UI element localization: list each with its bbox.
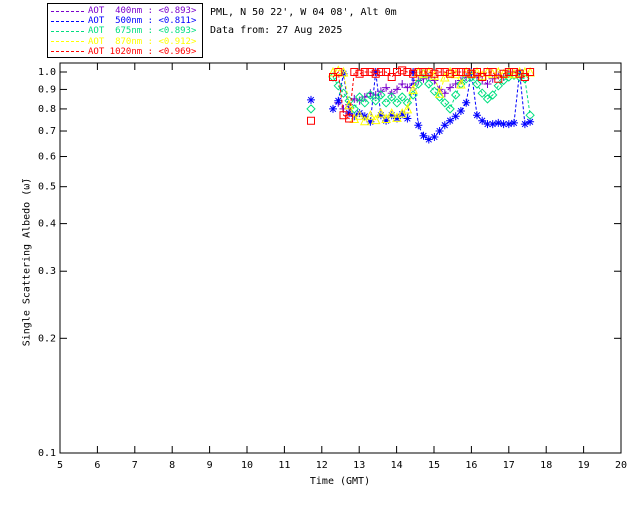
svg-text:0.5: 0.5: [38, 182, 56, 193]
svg-text:18: 18: [540, 460, 552, 471]
y-axis-label: Single Scattering Albedo (ω̃): [21, 177, 33, 347]
legend-item-400nm: AOT 400nm : <0.893>: [51, 6, 202, 16]
svg-text:8: 8: [169, 460, 175, 471]
legend-line-swatch: [51, 20, 84, 22]
legend-line-swatch: [51, 41, 84, 43]
legend-item-675nm: AOT 675nm : <0.893>: [51, 26, 202, 36]
series-aot-1020nm: [307, 66, 535, 125]
svg-text:9: 9: [207, 460, 213, 471]
svg-text:17: 17: [503, 460, 515, 471]
legend-item-label: AOT 400nm : <0.893>: [88, 6, 197, 17]
legend-item-label: AOT 500nm : <0.811>: [88, 16, 197, 27]
svg-text:7: 7: [132, 460, 138, 471]
svg-text:13: 13: [353, 460, 365, 471]
svg-text:10: 10: [241, 460, 253, 471]
legend-line-swatch: [51, 51, 84, 53]
series-aot-675nm: [306, 68, 535, 120]
svg-text:14: 14: [391, 460, 403, 471]
x-axis-label: Time (GMT): [309, 476, 371, 487]
legend-item-label: AOT 1020nm : <0.969>: [88, 46, 197, 57]
svg-text:0.3: 0.3: [38, 266, 56, 277]
svg-text:16: 16: [465, 460, 477, 471]
legend-line-swatch: [51, 10, 84, 12]
svg-text:0.1: 0.1: [38, 448, 56, 459]
svg-text:0.7: 0.7: [38, 126, 56, 137]
svg-text:0.6: 0.6: [38, 152, 56, 163]
svg-text:1.0: 1.0: [38, 67, 56, 78]
svg-text:11: 11: [278, 460, 290, 471]
legend-item-label: AOT 870nm : <0.912>: [88, 36, 197, 47]
legend-item-label: AOT 675nm : <0.893>: [88, 26, 197, 37]
svg-text:20: 20: [615, 460, 627, 471]
svg-text:0.8: 0.8: [38, 104, 56, 115]
legend-item-1020nm: AOT 1020nm : <0.969>: [51, 47, 202, 57]
svg-text:0.2: 0.2: [38, 333, 56, 344]
legend: AOT 400nm : <0.893> AOT 500nm : <0.811> …: [47, 3, 203, 58]
svg-text:12: 12: [316, 460, 328, 471]
svg-text:0.9: 0.9: [38, 84, 56, 95]
svg-text:0.4: 0.4: [38, 219, 56, 230]
svg-text:6: 6: [94, 460, 100, 471]
date-title: Data from: 27 Aug 2025: [210, 25, 343, 36]
station-title: PML, N 50 22', W 04 08', Alt 0m: [210, 7, 397, 18]
plot-frame: [59, 62, 622, 454]
svg-text:15: 15: [428, 460, 440, 471]
svg-text:5: 5: [57, 460, 63, 471]
legend-item-870nm: AOT 870nm : <0.912>: [51, 37, 202, 47]
svg-text:19: 19: [578, 460, 590, 471]
legend-line-swatch: [51, 30, 84, 32]
series-aot-500nm: [307, 68, 535, 144]
legend-item-500nm: AOT 500nm : <0.811>: [51, 16, 202, 26]
